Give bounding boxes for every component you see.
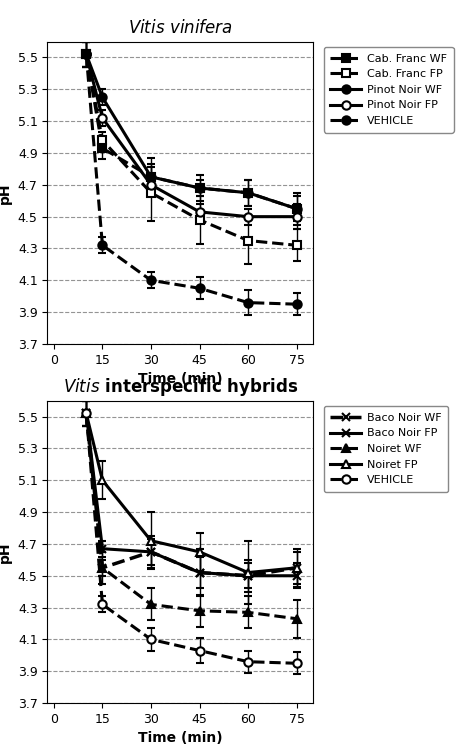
Title: $\mathit{Vitis\ vinifera}$: $\mathit{Vitis\ vinifera}$ bbox=[128, 19, 233, 37]
Y-axis label: pH: pH bbox=[0, 182, 12, 203]
Legend: Baco Noir WF, Baco Noir FP, Noiret WF, Noiret FP, VEHICLE: Baco Noir WF, Baco Noir FP, Noiret WF, N… bbox=[324, 406, 448, 492]
X-axis label: Time (min): Time (min) bbox=[138, 372, 222, 386]
X-axis label: Time (min): Time (min) bbox=[138, 731, 222, 745]
Y-axis label: pH: pH bbox=[0, 541, 12, 562]
Title: $\mathit{Vitis}$ interspecific hybrids: $\mathit{Vitis}$ interspecific hybrids bbox=[63, 376, 298, 398]
Legend: Cab. Franc WF, Cab. Franc FP, Pinot Noir WF, Pinot Noir FP, VEHICLE: Cab. Franc WF, Cab. Franc FP, Pinot Noir… bbox=[324, 47, 454, 133]
